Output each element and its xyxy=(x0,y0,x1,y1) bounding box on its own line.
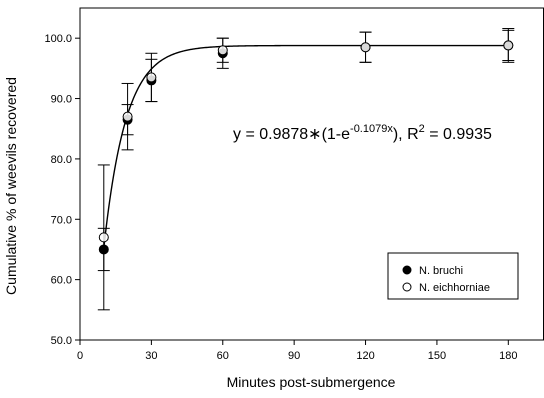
data-point-n-eichhorniae xyxy=(146,72,157,83)
data-point-n-bruchi xyxy=(98,244,109,255)
y-tick-label: 80.0 xyxy=(51,154,72,166)
data-point-n-eichhorniae xyxy=(217,45,228,56)
x-axis-label: Minutes post-submergence xyxy=(227,374,396,390)
x-tick-label: 60 xyxy=(217,350,229,362)
legend-label-n-eichhorniae: N. eichhorniae xyxy=(419,282,490,294)
legend-marker-n-bruchi xyxy=(402,265,412,275)
fit-equation: y = 0.9878∗(1-e-0.1079x), R2 = 0.9935 xyxy=(233,123,492,143)
legend-marker-n-eichhorniae xyxy=(402,282,412,292)
fit-curve-line xyxy=(103,44,509,249)
y-tick-label: 90.0 xyxy=(51,94,72,106)
fit-equation-tail: = 0.9935 xyxy=(425,126,492,143)
legend-label-n-bruchi: N. bruchi xyxy=(419,265,463,277)
fit-equation-exponent: -0.1079x xyxy=(350,123,393,135)
x-tick-label: 120 xyxy=(356,350,374,362)
data-point-n-eichhorniae xyxy=(98,232,109,243)
x-tick-label: 90 xyxy=(288,350,300,362)
legend: N. bruchi N. eichhorniae xyxy=(387,252,519,300)
data-point-n-eichhorniae xyxy=(122,111,133,122)
legend-box xyxy=(387,252,519,300)
x-tick-label: 30 xyxy=(145,350,157,362)
x-tick-label: 180 xyxy=(499,350,517,362)
data-point-n-eichhorniae xyxy=(360,42,371,53)
y-axis-label: Cumulative % of weevils recovered xyxy=(3,77,19,295)
x-tick-label: 150 xyxy=(428,350,446,362)
fit-equation-mid: ), R xyxy=(393,126,419,143)
ticks-layer: 0 30 60 90 120 150 180 50.0 60.0 70.0 80.0 90.0 100.… xyxy=(44,33,517,362)
y-tick-label: 60.0 xyxy=(51,275,72,287)
fit-equation-main: y = 0.9878∗(1-e xyxy=(233,126,350,143)
y-tick-label: 100.0 xyxy=(44,33,72,45)
x-tick-label: 0 xyxy=(77,350,83,362)
data-layer xyxy=(97,28,515,311)
data-point-n-eichhorniae xyxy=(503,40,514,51)
fit-equation-r2-sup: 2 xyxy=(419,123,425,135)
y-tick-label: 70.0 xyxy=(51,214,72,226)
fit-curve-layer xyxy=(103,44,509,249)
y-tick-label: 50.0 xyxy=(51,335,72,347)
